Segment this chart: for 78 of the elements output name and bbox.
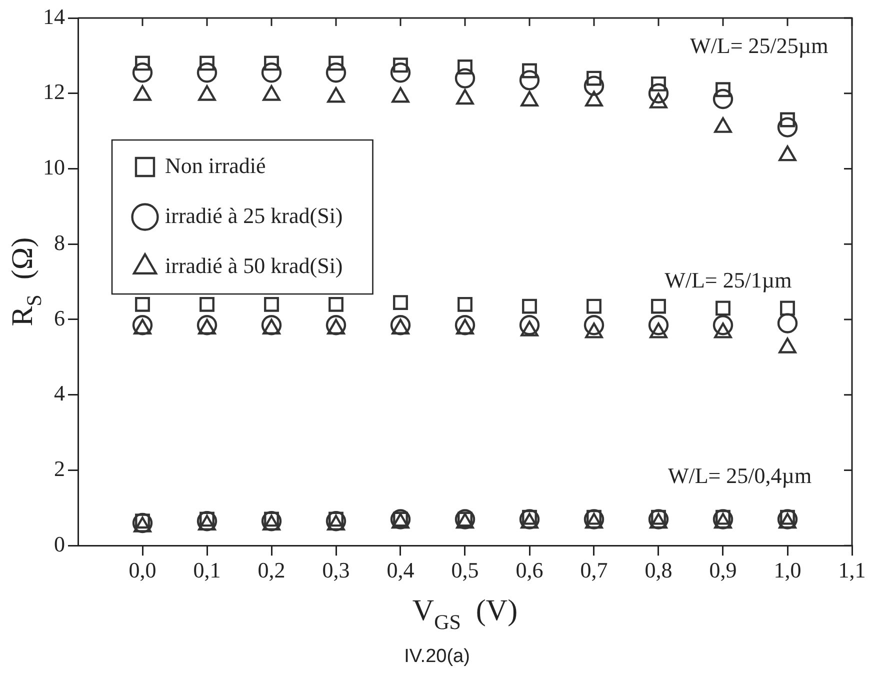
y-tick-label: 10 xyxy=(43,154,65,180)
point xyxy=(326,315,346,336)
x-tick-label: 1,1 xyxy=(838,558,866,583)
x-tick-label: 0,0 xyxy=(128,558,156,583)
x-tick-label: 0,4 xyxy=(386,558,414,583)
point xyxy=(196,315,218,336)
point xyxy=(326,62,346,83)
point xyxy=(777,509,798,530)
point xyxy=(780,300,795,316)
point xyxy=(328,296,344,312)
point xyxy=(522,298,537,314)
point xyxy=(261,511,282,532)
point xyxy=(648,83,669,104)
y-tick-label: 14 xyxy=(43,4,65,29)
point xyxy=(454,315,476,336)
y-tick-label: 0 xyxy=(54,531,65,556)
x-tick-label: 0,8 xyxy=(644,558,672,583)
point xyxy=(519,509,540,530)
point xyxy=(261,315,282,336)
x-tick-label: 0,7 xyxy=(580,558,608,583)
point xyxy=(132,315,153,336)
point xyxy=(326,511,346,532)
point xyxy=(651,76,666,92)
point xyxy=(648,315,669,336)
point xyxy=(584,509,604,530)
y-tick-label: 12 xyxy=(43,79,65,104)
text: IV.20(a) xyxy=(403,646,471,668)
annotation: W/L= 25/0,4µm xyxy=(668,462,812,488)
y-tick-label: 8 xyxy=(54,230,65,255)
y-axis-title: RS (Ω) xyxy=(6,237,46,326)
point xyxy=(200,296,214,312)
point xyxy=(519,70,540,90)
point xyxy=(712,315,734,336)
annotation: W/L= 25/25µm xyxy=(690,32,828,58)
legend-label: irradié à 25 krad(Si) xyxy=(165,202,343,228)
point xyxy=(261,62,282,83)
x-tick-label: 0,3 xyxy=(322,558,350,583)
point xyxy=(584,315,604,336)
annotation: W/L= 25/1µm xyxy=(664,268,792,293)
point xyxy=(135,296,150,312)
point xyxy=(135,56,150,71)
point xyxy=(712,509,734,530)
point xyxy=(716,300,730,316)
x-tick-label: 0,9 xyxy=(709,558,737,583)
point xyxy=(200,56,214,71)
point xyxy=(586,298,602,314)
point xyxy=(777,117,798,138)
y-tick-label: 4 xyxy=(54,380,65,406)
point xyxy=(777,313,798,334)
x-tick-label: 0,5 xyxy=(451,558,479,583)
point xyxy=(132,512,153,534)
point xyxy=(196,511,218,532)
point xyxy=(648,509,669,530)
legend-label: irradié à 50 krad(Si) xyxy=(165,252,343,278)
point xyxy=(716,82,730,98)
point xyxy=(196,62,218,83)
point xyxy=(519,315,540,336)
point xyxy=(132,62,153,83)
point xyxy=(584,76,604,96)
point xyxy=(390,315,411,336)
point xyxy=(390,62,411,83)
x-tick-label: 0,1 xyxy=(193,558,221,583)
point xyxy=(454,68,476,88)
x-tick-label: 0,6 xyxy=(516,558,544,583)
point xyxy=(393,295,408,310)
point xyxy=(264,56,279,71)
point xyxy=(712,88,734,110)
x-tick-label: 0,2 xyxy=(258,558,286,583)
point xyxy=(522,63,537,78)
point xyxy=(458,60,472,74)
x-tick-label: 1,0 xyxy=(774,558,802,583)
point xyxy=(651,298,666,314)
point xyxy=(264,296,279,312)
legend-label: Non irradié xyxy=(165,152,266,178)
point xyxy=(328,56,344,71)
point xyxy=(458,296,472,312)
y-tick-label: 2 xyxy=(54,456,65,482)
y-tick-label: 6 xyxy=(54,305,65,330)
